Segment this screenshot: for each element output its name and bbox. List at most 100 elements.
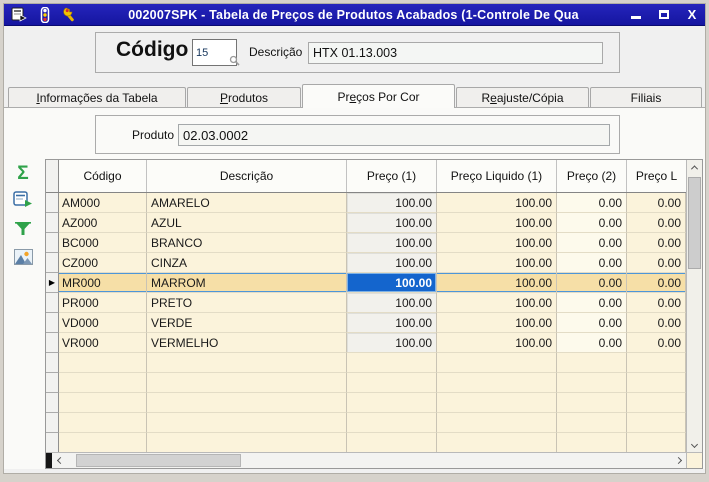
cell-codigo[interactable]: VD000 — [59, 313, 147, 333]
column-header-preco1[interactable]: Preço (1) — [347, 160, 437, 192]
horizontal-scrollbar[interactable] — [46, 452, 702, 468]
cell-descricao[interactable]: AZUL — [147, 213, 347, 233]
grid-row-mr000-selected[interactable]: ▶ MR000 MARROM 100.00 100.00 0.00 0.00 — [46, 273, 686, 293]
grid-row-pr000[interactable]: PR000 PRETO 100.00 100.00 0.00 0.00 — [46, 293, 686, 313]
cell-preco2[interactable]: 0.00 — [557, 333, 627, 353]
window-frame: 002007SPK - Tabela de Preços de Produtos… — [3, 3, 706, 474]
cell-preco-liquido1[interactable]: 100.00 — [437, 253, 557, 273]
cell-descricao[interactable]: PRETO — [147, 293, 347, 313]
image-icon — [13, 248, 33, 270]
grid-row-vd000[interactable]: VD000 VERDE 100.00 100.00 0.00 0.00 — [46, 313, 686, 333]
horizontal-scroll-thumb[interactable] — [76, 454, 241, 467]
cell-preco-liquido1[interactable]: 100.00 — [437, 273, 557, 293]
cell-codigo[interactable]: AM000 — [59, 193, 147, 213]
indicator-header-cell — [46, 160, 59, 192]
scroll-down-button[interactable] — [687, 437, 702, 452]
cell-preco-liquido1[interactable]: 100.00 — [437, 313, 557, 333]
scroll-left-button[interactable] — [52, 453, 68, 468]
empty-row — [46, 353, 686, 373]
column-header-preco-liquido1[interactable]: Preço Liquido (1) — [437, 160, 557, 192]
cell-codigo[interactable]: AZ000 — [59, 213, 147, 233]
cell-descricao[interactable]: VERDE — [147, 313, 347, 333]
column-header-codigo[interactable]: Código — [59, 160, 147, 192]
cell-descricao[interactable]: CINZA — [147, 253, 347, 273]
search-icon[interactable] — [229, 53, 240, 71]
cell-codigo[interactable]: PR000 — [59, 293, 147, 313]
cell-preco-liquido2[interactable]: 0.00 — [627, 293, 686, 313]
cell-descricao[interactable]: VERMELHO — [147, 333, 347, 353]
cell-preco2[interactable]: 0.00 — [557, 193, 627, 213]
cell-preco2[interactable]: 0.00 — [557, 233, 627, 253]
cell-preco-liquido1[interactable]: 100.00 — [437, 333, 557, 353]
focused-cell-preco1[interactable]: 100.00 — [347, 273, 437, 293]
export-form-button[interactable] — [10, 190, 36, 214]
filter-button[interactable] — [10, 219, 36, 243]
codigo-input[interactable] — [192, 39, 237, 66]
cell-preco-liquido2[interactable]: 0.00 — [627, 273, 686, 293]
cell-codigo[interactable]: VR000 — [59, 333, 147, 353]
grid-row-am000[interactable]: AM000 AMARELO 100.00 100.00 0.00 0.00 — [46, 193, 686, 213]
wrench-icon[interactable] — [62, 7, 80, 23]
cell-preco2[interactable]: 0.00 — [557, 213, 627, 233]
cell-descricao[interactable]: AMARELO — [147, 193, 347, 213]
cell-preco1[interactable]: 100.00 — [347, 333, 437, 353]
grid-row-cz000[interactable]: CZ000 CINZA 100.00 100.00 0.00 0.00 — [46, 253, 686, 273]
horizontal-scroll-track[interactable] — [68, 453, 670, 468]
cell-preco-liquido2[interactable]: 0.00 — [627, 213, 686, 233]
grid-row-vr000[interactable]: VR000 VERMELHO 100.00 100.00 0.00 0.00 — [46, 333, 686, 353]
produto-input[interactable] — [178, 124, 610, 146]
cell-preco-liquido1[interactable]: 100.00 — [437, 193, 557, 213]
cell-descricao[interactable]: BRANCO — [147, 233, 347, 253]
traffic-light-icon[interactable] — [36, 6, 54, 23]
cell-preco2[interactable]: 0.00 — [557, 313, 627, 333]
cell-codigo[interactable]: MR000 — [59, 273, 147, 293]
cell-preco1[interactable]: 100.00 — [347, 253, 437, 273]
vertical-scroll-thumb[interactable] — [688, 177, 701, 269]
column-header-preco2[interactable]: Preço (2) — [557, 160, 627, 192]
scroll-right-button[interactable] — [670, 453, 686, 468]
empty-row — [46, 393, 686, 413]
cell-descricao[interactable]: MARROM — [147, 273, 347, 293]
scroll-up-button[interactable] — [687, 160, 702, 175]
cell-preco1[interactable]: 100.00 — [347, 233, 437, 253]
cell-codigo[interactable]: CZ000 — [59, 253, 147, 273]
cell-preco1[interactable]: 100.00 — [347, 293, 437, 313]
grid-row-bc000[interactable]: BC000 BRANCO 100.00 100.00 0.00 0.00 — [46, 233, 686, 253]
column-header-preco-liquido2[interactable]: Preço L — [635, 169, 678, 183]
cell-preco2[interactable]: 0.00 — [557, 273, 627, 293]
price-grid: Código Descrição Preço (1) Preço Liquido… — [45, 159, 703, 469]
vertical-scrollbar[interactable] — [686, 160, 702, 452]
cell-preco2[interactable]: 0.00 — [557, 293, 627, 313]
form-export-icon[interactable] — [10, 7, 28, 23]
descricao-input[interactable] — [308, 42, 603, 64]
descricao-label: Descrição — [249, 45, 303, 59]
column-header-descricao[interactable]: Descrição — [147, 160, 347, 192]
maximize-button[interactable] — [657, 9, 671, 21]
cell-preco-liquido1[interactable]: 100.00 — [437, 213, 557, 233]
cell-preco-liquido1[interactable]: 100.00 — [437, 233, 557, 253]
image-button[interactable] — [10, 247, 36, 271]
tab-filiais[interactable]: Filiais — [590, 87, 702, 108]
cell-preco2[interactable]: 0.00 — [557, 253, 627, 273]
cell-preco-liquido2[interactable]: 0.00 — [627, 193, 686, 213]
tab-precos-por-cor[interactable]: Pr e ços Por Cor — [302, 84, 455, 108]
row-indicator — [46, 233, 59, 253]
cell-preco-liquido2[interactable]: 0.00 — [627, 233, 686, 253]
cell-preco1[interactable]: 100.00 — [347, 313, 437, 333]
cell-preco-liquido1[interactable]: 100.00 — [437, 293, 557, 313]
cell-preco1[interactable]: 100.00 — [347, 213, 437, 233]
grid-row-az000[interactable]: AZ000 AZUL 100.00 100.00 0.00 0.00 — [46, 213, 686, 233]
cell-preco-liquido2[interactable]: 0.00 — [627, 333, 686, 353]
cell-preco1[interactable]: 100.00 — [347, 193, 437, 213]
sum-button[interactable]: Σ — [10, 162, 36, 186]
minimize-button[interactable] — [629, 9, 643, 21]
cell-preco-liquido2[interactable]: 0.00 — [627, 253, 686, 273]
close-button[interactable]: X — [685, 8, 699, 21]
scrollbar-corner — [686, 453, 702, 468]
cell-codigo[interactable]: BC000 — [59, 233, 147, 253]
cell-preco-liquido2[interactable]: 0.00 — [627, 313, 686, 333]
